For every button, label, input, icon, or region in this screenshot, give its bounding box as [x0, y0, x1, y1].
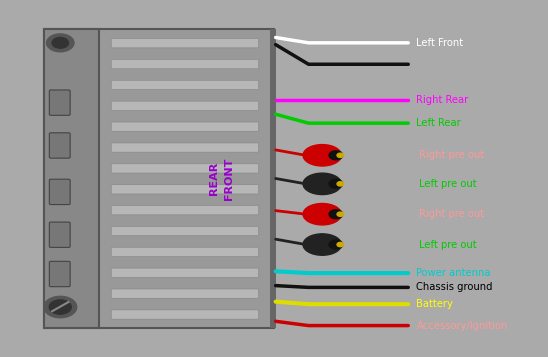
Text: Left Rear: Left Rear: [416, 118, 461, 128]
FancyBboxPatch shape: [44, 29, 274, 328]
Text: Right pre out: Right pre out: [419, 209, 484, 219]
FancyBboxPatch shape: [49, 90, 70, 115]
Text: Left pre out: Left pre out: [419, 179, 477, 189]
FancyBboxPatch shape: [111, 185, 259, 194]
Text: Right pre out: Right pre out: [419, 150, 484, 160]
Text: Chassis ground: Chassis ground: [416, 282, 493, 292]
Ellipse shape: [329, 210, 343, 218]
FancyBboxPatch shape: [49, 179, 70, 205]
Text: REAR: REAR: [209, 162, 219, 195]
Text: Left pre out: Left pre out: [419, 240, 477, 250]
Circle shape: [44, 296, 77, 318]
Circle shape: [52, 37, 68, 48]
FancyBboxPatch shape: [111, 101, 259, 110]
FancyBboxPatch shape: [111, 310, 259, 319]
Ellipse shape: [303, 234, 341, 255]
Text: Battery: Battery: [416, 299, 453, 309]
FancyBboxPatch shape: [111, 164, 259, 173]
FancyBboxPatch shape: [111, 122, 259, 131]
Ellipse shape: [337, 212, 344, 216]
FancyBboxPatch shape: [111, 206, 259, 215]
Ellipse shape: [329, 180, 343, 188]
Ellipse shape: [337, 153, 344, 157]
Circle shape: [47, 34, 74, 52]
Circle shape: [49, 300, 71, 314]
FancyBboxPatch shape: [49, 133, 70, 158]
FancyBboxPatch shape: [111, 39, 259, 48]
Text: Accessory/Ignition: Accessory/Ignition: [416, 321, 508, 331]
Ellipse shape: [329, 151, 343, 160]
Ellipse shape: [303, 203, 341, 225]
FancyBboxPatch shape: [111, 226, 259, 236]
Text: Right Rear: Right Rear: [416, 95, 469, 105]
FancyBboxPatch shape: [111, 80, 259, 90]
Text: Left Front: Left Front: [416, 38, 464, 48]
FancyBboxPatch shape: [44, 29, 99, 328]
Bar: [270, 29, 276, 328]
FancyBboxPatch shape: [111, 268, 259, 277]
Text: Power antenna: Power antenna: [416, 268, 491, 278]
Ellipse shape: [329, 240, 343, 249]
Ellipse shape: [337, 242, 344, 247]
FancyBboxPatch shape: [111, 143, 259, 152]
Ellipse shape: [303, 145, 341, 166]
Ellipse shape: [337, 182, 344, 186]
Ellipse shape: [303, 173, 341, 195]
FancyBboxPatch shape: [49, 222, 70, 247]
FancyBboxPatch shape: [111, 289, 259, 298]
FancyBboxPatch shape: [49, 261, 70, 287]
Text: FRONT: FRONT: [224, 157, 234, 200]
FancyBboxPatch shape: [111, 247, 259, 257]
FancyBboxPatch shape: [111, 59, 259, 69]
